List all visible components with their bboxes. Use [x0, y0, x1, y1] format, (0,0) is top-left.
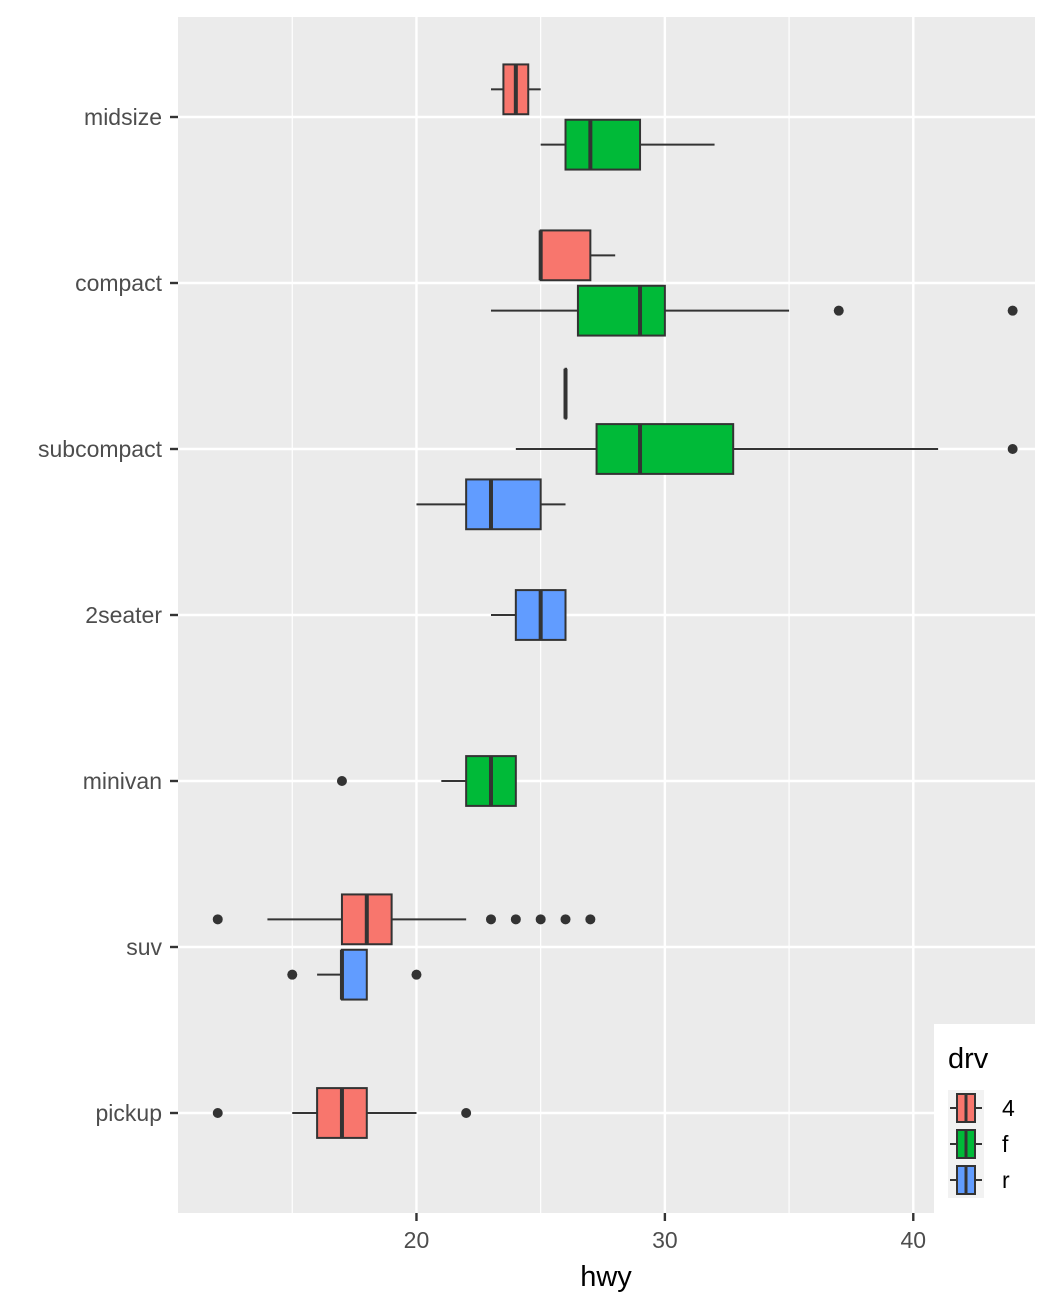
y-tick-label: suv: [126, 934, 162, 960]
x-axis-title: hwy: [580, 1261, 632, 1293]
y-tick-label: 2seater: [85, 602, 162, 628]
outlier-point: [1007, 305, 1018, 316]
outlier-point: [212, 914, 223, 925]
x-tick-label: 40: [900, 1227, 926, 1253]
box-2seater-r: [490, 589, 567, 641]
box-compact-f: [490, 284, 1018, 337]
box-iqr: [465, 478, 542, 531]
legend-label-r: r: [1002, 1167, 1010, 1193]
box-minivan-f: [336, 755, 517, 807]
box-subcompact-r: [416, 478, 566, 531]
legend-label-f: f: [1002, 1131, 1009, 1157]
box-midsize-f: [540, 118, 715, 171]
legend: drv 4 fr: [934, 1024, 1035, 1213]
legend-label-4: 4: [1002, 1095, 1015, 1121]
boxes-layer: [212, 63, 1018, 1139]
y-tick-label: midsize: [84, 104, 162, 130]
y-tick-label: compact: [75, 270, 163, 296]
y-tick-label: pickup: [96, 1100, 162, 1126]
box-suv-r: [287, 948, 422, 1001]
box-midsize-4: [490, 63, 541, 116]
outlier-point: [510, 914, 521, 925]
box-subcompact-4: [563, 367, 568, 420]
outlier-point: [411, 969, 422, 980]
box-iqr: [595, 423, 735, 475]
outlier-point: [485, 914, 496, 925]
x-tick-label: 20: [404, 1227, 430, 1253]
y-axis: midsize compact subcompact 2seater minivan su…: [38, 104, 178, 1126]
legend-title: drv: [948, 1043, 989, 1075]
outlier-point: [560, 914, 571, 925]
box-subcompact-f: [515, 423, 1018, 475]
outlier-point: [833, 305, 844, 316]
outlier-point: [535, 914, 546, 925]
major-gridlines: [178, 17, 1035, 1213]
box-iqr: [564, 118, 642, 171]
box-suv-4: [212, 893, 596, 946]
y-tick-label: minivan: [83, 768, 162, 794]
y-tick-label: subcompact: [38, 436, 163, 462]
x-tick-label: 30: [652, 1227, 678, 1253]
x-axis: 20 30 40: [404, 1213, 926, 1253]
outlier-point: [585, 914, 596, 925]
box-compact-4: [538, 229, 616, 282]
box-iqr: [576, 284, 666, 337]
outlier-point: [287, 969, 298, 980]
outlier-point: [336, 776, 347, 786]
box-pickup-4: [212, 1087, 472, 1139]
box-iqr: [539, 229, 592, 282]
outlier-point: [212, 1108, 223, 1118]
box-iqr: [340, 948, 368, 1001]
outlier-point: [1007, 444, 1018, 454]
outlier-point: [461, 1108, 472, 1118]
